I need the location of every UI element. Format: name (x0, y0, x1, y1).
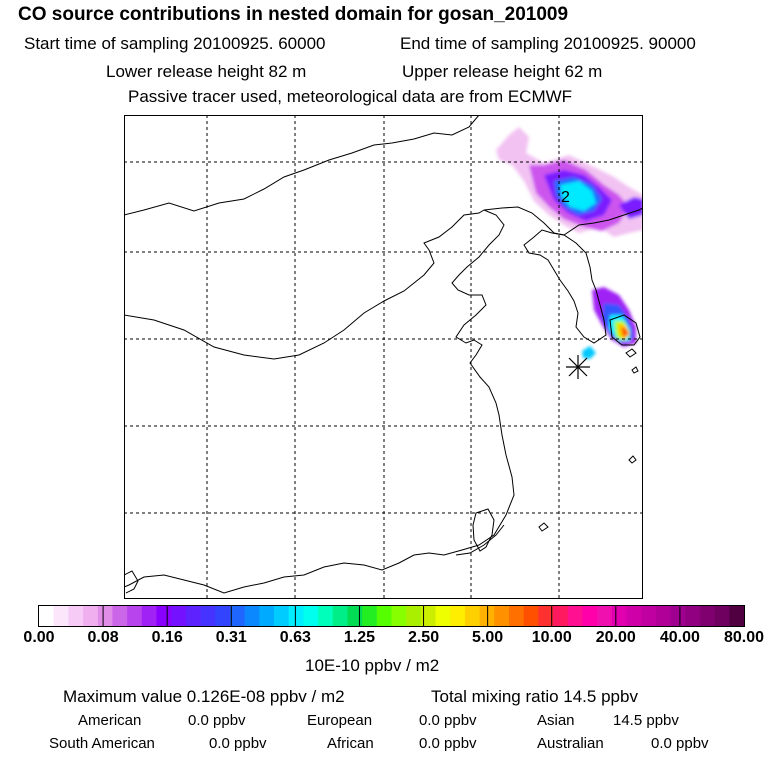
color-legend-swatch (362, 606, 378, 626)
source-value-american: 0.0 ppbv (188, 712, 246, 729)
color-legend-swatch (420, 606, 437, 626)
color-legend-swatch (597, 606, 613, 626)
color-legend-swatch (494, 606, 510, 626)
color-legend (38, 605, 745, 627)
color-legend-tick-label: 20.00 (595, 629, 636, 646)
color-legend-swatch (670, 606, 686, 626)
color-legend-frame (38, 605, 745, 627)
color-legend-swatch (112, 606, 128, 626)
color-legend-swatch (68, 606, 84, 626)
color-legend-swatch (332, 606, 349, 626)
color-legend-swatch (699, 606, 716, 626)
color-legend-swatch (391, 606, 407, 626)
color-legend-tick-label: 0.00 (23, 629, 55, 646)
map-grid (124, 115, 643, 599)
source-value-european: 0.0 ppbv (419, 712, 477, 729)
color-legend-swatch (626, 606, 642, 626)
concentration-plume (496, 127, 643, 359)
color-legend-swatch (127, 606, 143, 626)
color-legend-swatch (53, 606, 69, 626)
color-legend-swatch (259, 606, 275, 626)
color-legend-tick-label: 0.31 (215, 629, 247, 646)
color-legend-swatch (274, 606, 290, 626)
plot-title: CO source contributions in nested domain… (18, 4, 569, 25)
color-legend-tick-label: 40.00 (659, 629, 700, 646)
color-legend-swatch (435, 606, 451, 626)
color-legend-swatch (97, 606, 114, 626)
color-legend-tick-label: 0.63 (279, 629, 311, 646)
color-legend-tick-label: 80.00 (723, 629, 765, 646)
color-legend-swatch (156, 606, 172, 626)
color-legend-swatch (244, 606, 260, 626)
color-legend-swatch (714, 606, 730, 626)
source-label-south-american: South American (49, 735, 155, 752)
total-mixing-ratio: Total mixing ratio 14.5 ppbv (431, 687, 638, 706)
maximum-value: Maximum value 0.126E-08 ppbv / m2 (63, 687, 345, 706)
start-time-label: Start time of sampling 20100925. 60000 (24, 34, 326, 53)
color-legend-swatch (553, 606, 569, 626)
source-value-asian: 14.5 ppbv (613, 712, 679, 729)
color-legend-tick-label: 5.00 (472, 629, 504, 646)
source-label-european: European (307, 712, 373, 729)
coastlines (124, 115, 643, 594)
map-panel: 2 (124, 115, 643, 599)
color-legend-swatch (567, 606, 584, 626)
color-legend-swatch (611, 606, 628, 626)
color-legend-swatch (655, 606, 672, 626)
color-legend-swatch (303, 606, 319, 626)
source-value-african: 0.0 ppbv (419, 735, 477, 752)
color-legend-swatch (171, 606, 187, 626)
color-legend-tick-label: 0.08 (87, 629, 119, 646)
color-legend-swatch (39, 606, 55, 626)
source-label-asian: Asian (537, 712, 575, 729)
color-legend-tick-label: 1.25 (343, 629, 376, 646)
color-legend-swatch (523, 606, 539, 626)
color-legend-swatch (538, 606, 554, 626)
color-legend-swatch (229, 606, 246, 626)
color-legend-swatch (185, 606, 202, 626)
lower-release-height-label: Lower release height 82 m (106, 62, 307, 81)
source-label-american: American (78, 712, 142, 729)
source-label-african: African (327, 735, 374, 752)
color-legend-swatch (509, 606, 525, 626)
color-legend-swatch (141, 606, 158, 626)
color-legend-swatch (685, 606, 701, 626)
color-legend-swatch (406, 606, 422, 626)
source-value-australian: 0.0 ppbv (651, 735, 709, 752)
color-legend-swatch (729, 606, 745, 626)
color-legend-swatch (215, 606, 231, 626)
upper-release-height-label: Upper release height 62 m (402, 62, 603, 81)
color-legend-swatch (83, 606, 99, 626)
map-frame (124, 115, 643, 599)
legend-unit: 10E-10 ppbv / m2 (305, 656, 440, 675)
color-legend-tick-label: 2.50 (407, 629, 440, 646)
end-time-label: End time of sampling 20100925. 90000 (400, 34, 696, 53)
color-legend-swatch (376, 606, 393, 626)
color-legend-swatch (464, 606, 481, 626)
color-legend-swatch (582, 606, 598, 626)
source-value-south-american: 0.0 ppbv (209, 735, 267, 752)
color-legend-tick-label: 0.16 (151, 629, 183, 646)
receptor-station-icon (566, 355, 590, 379)
color-legend-swatch (450, 606, 466, 626)
color-legend-tick-label: 10.00 (531, 629, 572, 646)
color-legend-swatch (288, 606, 304, 626)
color-legend-swatch (318, 606, 334, 626)
tracer-note: Passive tracer used, meteorological data… (128, 87, 573, 106)
color-legend-swatch (347, 606, 363, 626)
source-label-australian: Australian (537, 735, 604, 752)
color-legend-swatch (641, 606, 657, 626)
contour-label: 2 (561, 189, 570, 206)
color-legend-swatch (200, 606, 216, 626)
